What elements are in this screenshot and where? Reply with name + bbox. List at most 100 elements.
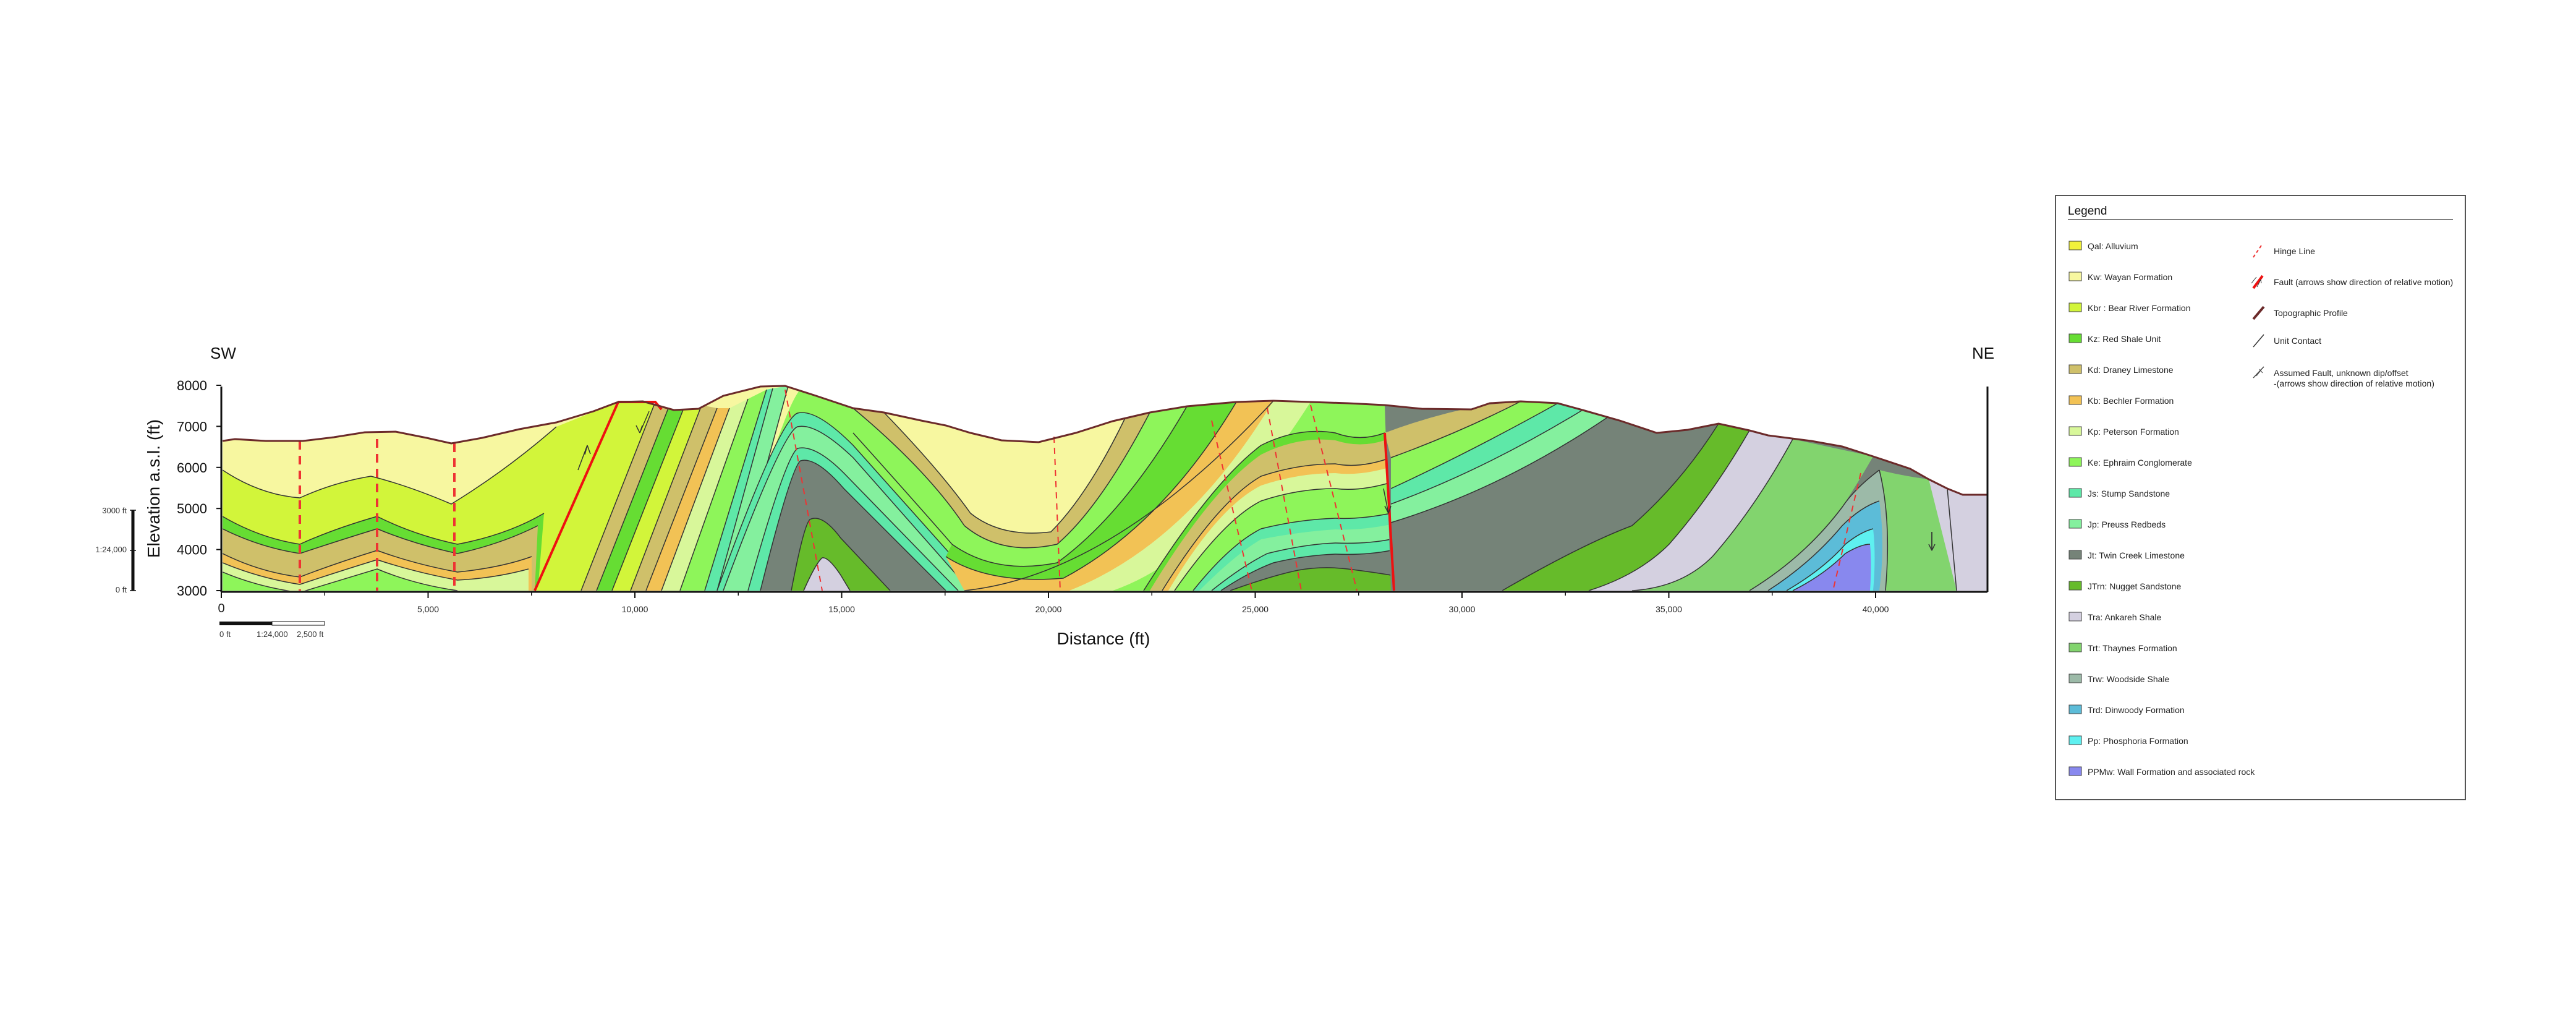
hinge-line-icon	[2253, 243, 2263, 258]
legend-unit-item: Ke: Ephraim Conglomerate	[2068, 457, 2192, 468]
legend-unit-item: Js: Stump Sandstone	[2068, 488, 2170, 498]
legend-symbol-item: Assumed Fault, unknown dip/offset-(arrow…	[2253, 366, 2434, 388]
legend-swatch	[2068, 612, 2082, 622]
y-tick-label: 6000	[177, 460, 207, 476]
fault-arrows	[577, 411, 1936, 551]
vertical-scale-bar: 3000 ft 1:24,000 0 ft	[95, 506, 136, 594]
legend-symbol-item: Unit Contact	[2253, 334, 2321, 348]
legend-unit-item: Kp: Peterson Formation	[2068, 426, 2179, 437]
legend-unit-item: Pp: Phosphoria Formation	[2068, 735, 2188, 746]
main-thrust-fault	[533, 401, 619, 591]
legend-swatch	[2068, 364, 2082, 374]
legend-unit-label: Pp: Phosphoria Formation	[2088, 736, 2188, 746]
x-tick-label: 5,000	[417, 604, 439, 614]
vscale-top: 3000 ft	[102, 506, 127, 515]
x-ticks: 0 5,000 10,000 15,000 20,000 25,000 30,000 35,0…	[218, 592, 1889, 615]
legend-unit-label: Kz: Red Shale Unit	[2088, 334, 2161, 344]
legend-unit-label: Trd: Dinwoody Formation	[2088, 705, 2185, 715]
x-tick-label: 35,000	[1656, 604, 1682, 614]
legend-unit-item: Qal: Alluvium	[2068, 241, 2138, 251]
hscale-mid: 1:24,000	[257, 630, 288, 639]
legend-swatch	[2068, 457, 2082, 467]
legend-swatch	[2068, 333, 2082, 343]
axes	[220, 387, 1989, 593]
legend-symbol-item: Hinge Line	[2253, 243, 2315, 258]
right-thrust-block	[1385, 401, 1987, 591]
x-tick-label: 30,000	[1449, 604, 1476, 614]
central-anticline	[716, 386, 989, 591]
legend-unit-label: Jt: Twin Creek Limestone	[2088, 550, 2185, 560]
sw-label: SW	[210, 344, 236, 362]
legend-swatch	[2068, 643, 2082, 652]
legend-swatch	[2068, 735, 2082, 745]
legend-unit-item: Kz: Red Shale Unit	[2068, 333, 2161, 344]
legend-swatch	[2068, 673, 2082, 683]
hscale-right: 2,500 ft	[297, 630, 324, 639]
kbr-thrust	[535, 402, 655, 591]
legend-swatch	[2068, 581, 2082, 591]
legend-unit-item: Trt: Thaynes Formation	[2068, 643, 2177, 653]
fault-icon	[2251, 275, 2264, 289]
legend-swatch	[2068, 550, 2082, 560]
legend-unit-item: Trd: Dinwoody Formation	[2068, 704, 2185, 715]
vscale-bottom: 0 ft	[116, 585, 127, 594]
topographic-profile	[222, 385, 1987, 496]
legend-swatch	[2068, 241, 2082, 250]
assumed-fault-icon	[2253, 366, 2264, 378]
legend-unit-item: Jp: Preuss Redbeds	[2068, 519, 2166, 529]
legend-panel: Legend Qal: Alluvium Kw: Wayan Formation K…	[2055, 195, 2466, 800]
y-axis-title: Elevation a.s.l. (ft)	[144, 419, 163, 558]
legend-unit-label: Kbr : Bear River Formation	[2088, 303, 2191, 313]
legend-unit-label: Js: Stump Sandstone	[2088, 489, 2170, 498]
legend-swatch	[2068, 302, 2082, 312]
legend-unit-item: Jt: Twin Creek Limestone	[2068, 550, 2185, 560]
left-fold-block	[223, 402, 618, 591]
legend-symbol-label: Fault (arrows show direction of relative…	[2274, 277, 2453, 287]
legend-unit-label: JTrn: Nugget Sandstone	[2088, 581, 2181, 591]
legend-unit-item: Kb: Bechler Formation	[2068, 395, 2174, 406]
legend-symbols: Hinge Line Fault (arrows show direction o…	[2251, 243, 2453, 388]
legend-swatch	[2068, 488, 2082, 498]
x-tick-label: 25,000	[1242, 604, 1269, 614]
legend-units: Qal: Alluvium Kw: Wayan Formation Kbr : Be…	[2068, 241, 2255, 777]
central-syncline	[852, 400, 1311, 591]
legend-unit-label: PPMw: Wall Formation and associated rock	[2088, 767, 2255, 777]
y-tick-label: 5000	[177, 501, 207, 516]
legend-unit-label: Ke: Ephraim Conglomerate	[2088, 458, 2192, 468]
legend-swatch	[2068, 271, 2082, 281]
y-tick-label: 7000	[177, 419, 207, 434]
legend-symbol-item: Fault (arrows show direction of relative…	[2251, 275, 2453, 289]
ne-label: NE	[1972, 344, 1994, 362]
legend-unit-item: Kd: Draney Limestone	[2068, 364, 2174, 375]
y-tick-label: 8000	[177, 378, 207, 393]
x-tick-label: 0	[218, 602, 224, 615]
legend-unit-label: Qal: Alluvium	[2088, 241, 2138, 251]
legend-swatch	[2068, 519, 2082, 529]
legend-unit-item: Kbr : Bear River Formation	[2068, 302, 2191, 313]
legend-swatch	[2068, 426, 2082, 436]
x-tick-label: 40,000	[1863, 604, 1889, 614]
right-folds	[1113, 402, 1422, 591]
x-tick-label: 15,000	[828, 604, 855, 614]
y-tick-label: 4000	[177, 542, 207, 558]
legend-swatch	[2068, 395, 2082, 405]
legend-unit-item: JTrn: Nugget Sandstone	[2068, 581, 2181, 591]
legend-symbol-label: Hinge Line	[2274, 246, 2315, 256]
vscale-mid: 1:24,000	[95, 545, 127, 554]
legend-unit-item: Tra: Ankareh Shale	[2068, 612, 2162, 622]
legend-unit-item: Kw: Wayan Formation	[2068, 271, 2172, 282]
horizontal-scale-bar: 0 ft 1:24,000 2,500 ft	[219, 621, 325, 639]
legend-symbol-label: Assumed Fault, unknown dip/offset	[2274, 368, 2408, 378]
legend-unit-label: Kb: Bechler Formation	[2088, 396, 2174, 406]
cross-section	[223, 386, 1987, 591]
legend-unit-label: Kp: Peterson Formation	[2088, 427, 2179, 437]
legend-unit-label: Tra: Ankareh Shale	[2088, 612, 2162, 622]
thrust-block	[535, 386, 789, 591]
legend-symbol-label-2: -(arrows show direction of relative moti…	[2274, 378, 2434, 388]
x-axis-title: Distance (ft)	[1057, 629, 1150, 648]
y-tick-label: 3000	[177, 583, 207, 599]
legend-unit-label: Kw: Wayan Formation	[2088, 272, 2172, 282]
hscale-left: 0 ft	[219, 630, 231, 639]
legend-swatch	[2068, 766, 2082, 776]
y-ticks: 8000 7000 6000 5000 4000 3000	[177, 378, 221, 599]
